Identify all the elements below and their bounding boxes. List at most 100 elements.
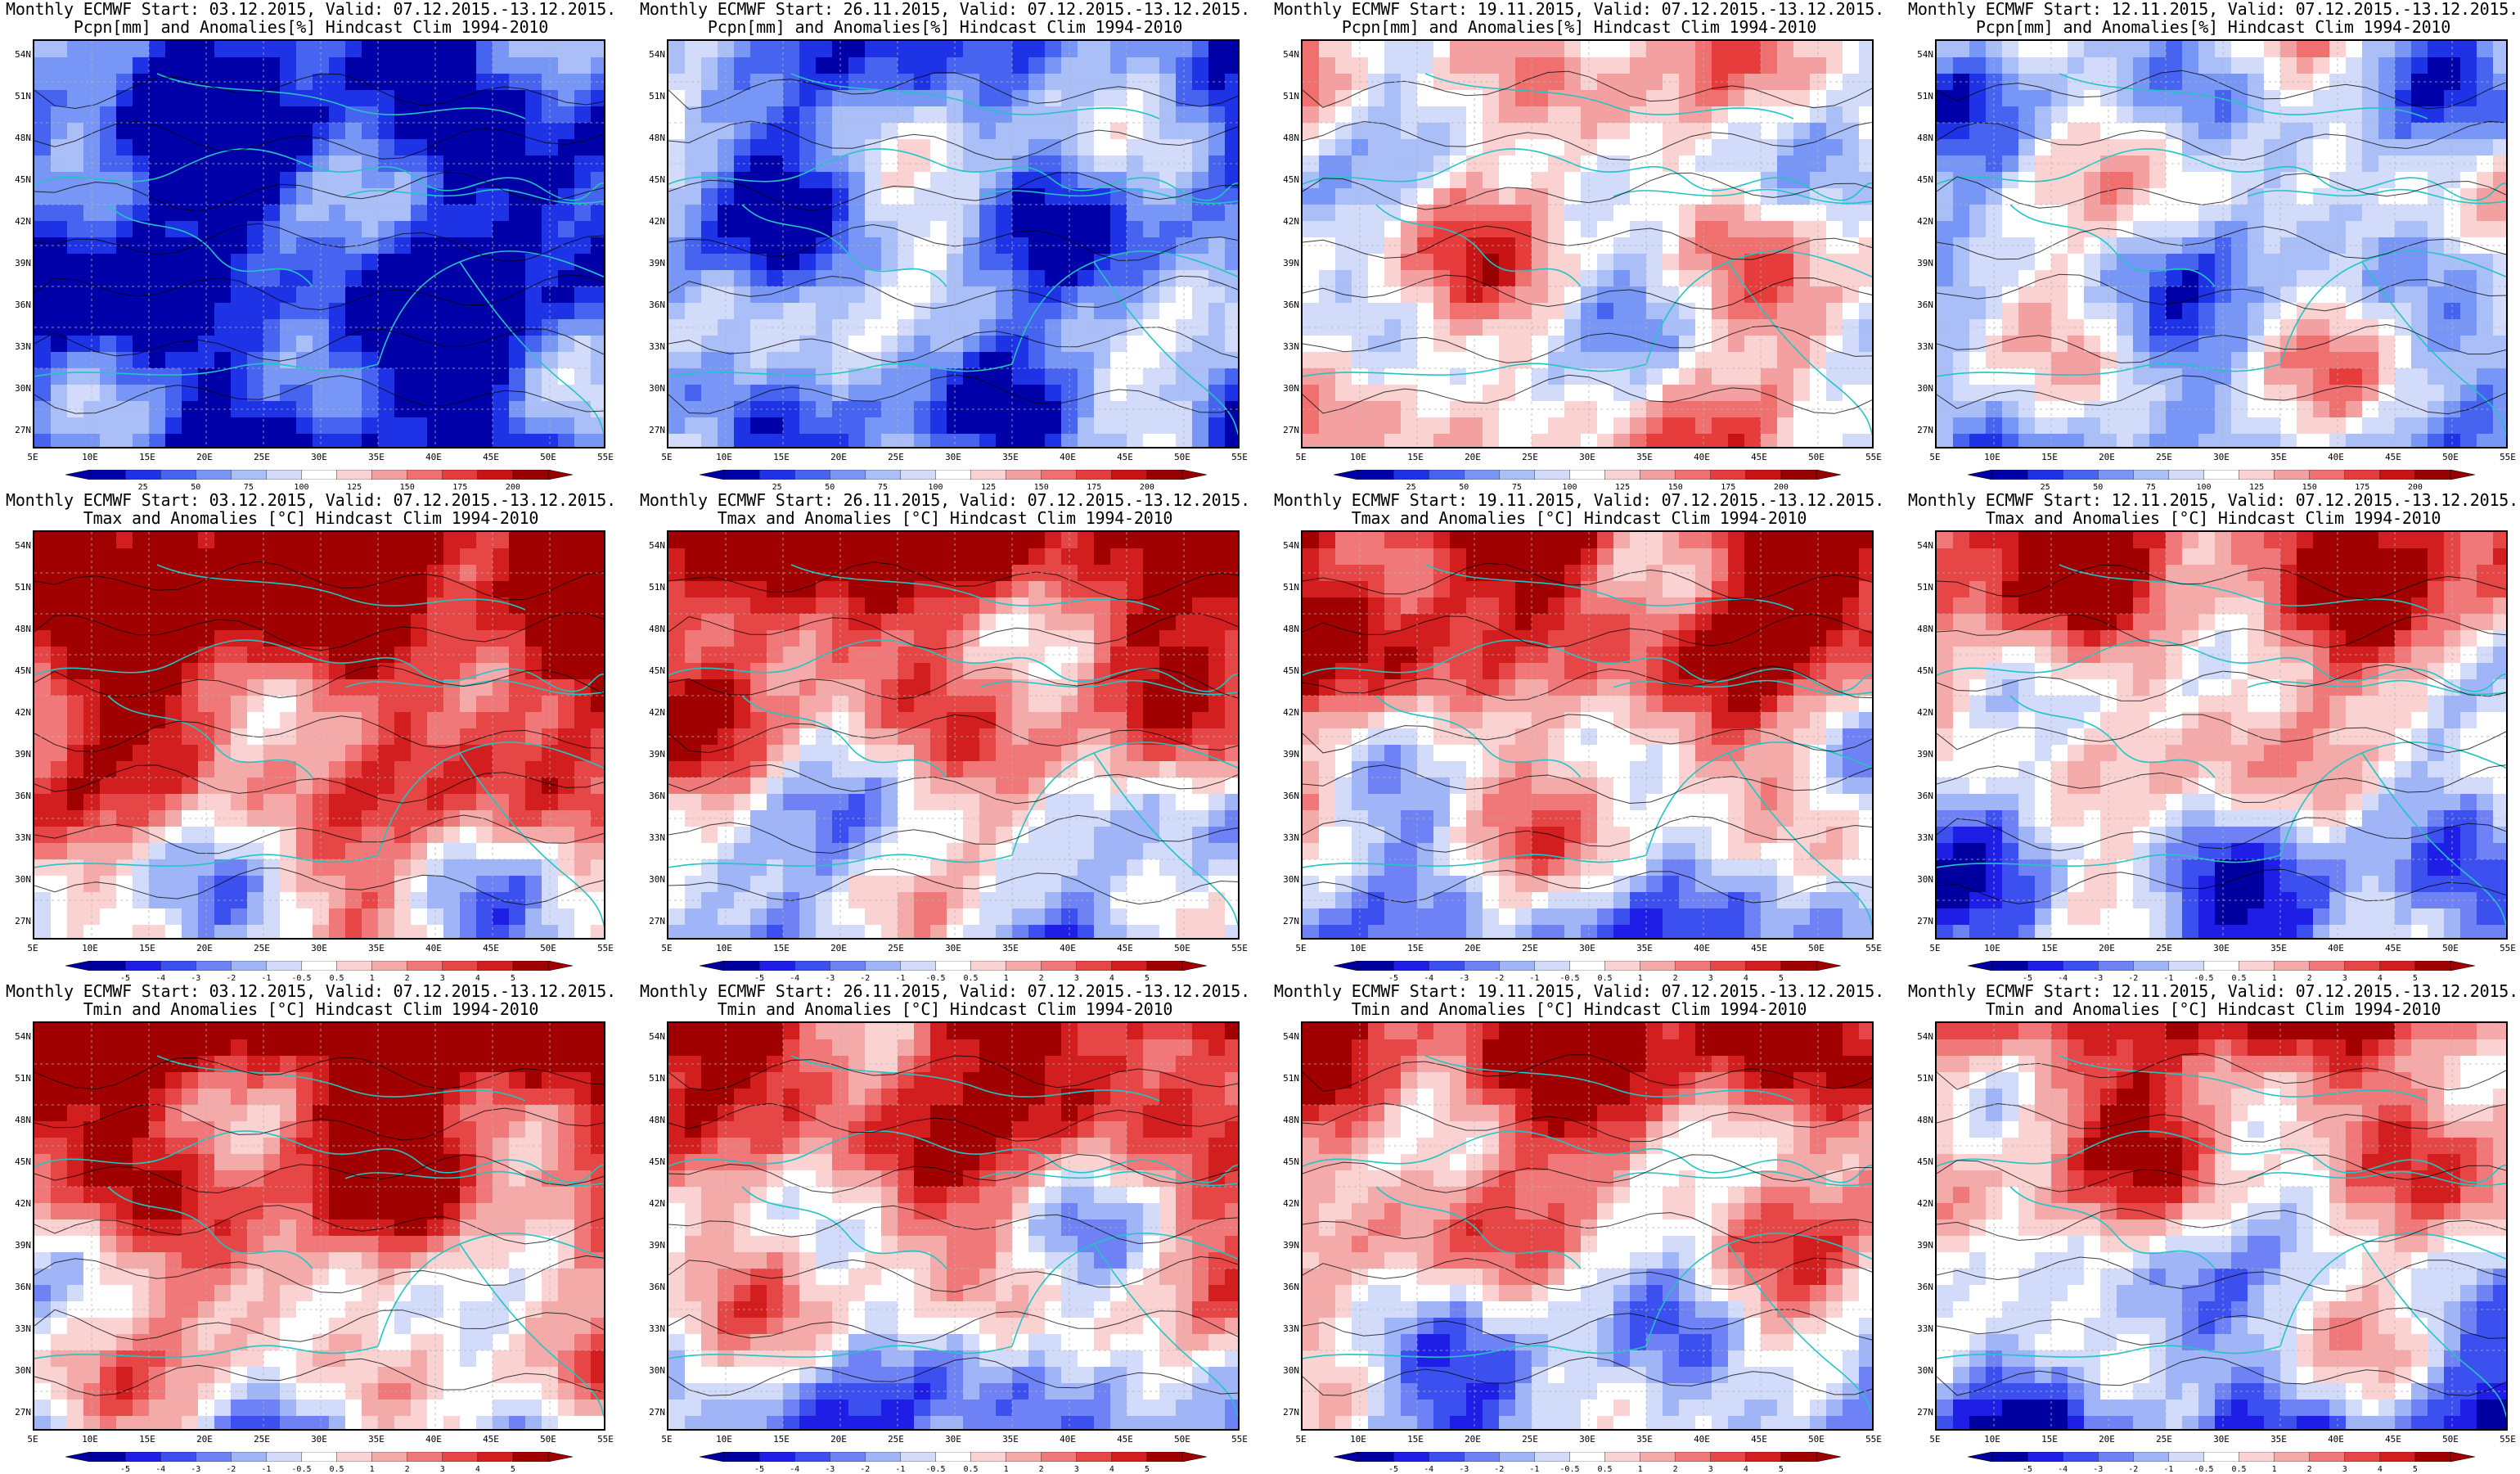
longitude-label: 20E <box>822 943 855 953</box>
latitude-label: 45N <box>637 665 665 676</box>
latitude-label: 36N <box>1271 1282 1299 1292</box>
longitude-label: 15E <box>765 452 798 462</box>
latitude-label: 36N <box>1271 300 1299 310</box>
colorbar <box>65 1452 573 1462</box>
longitude-label: 30E <box>303 1434 335 1445</box>
latitude-label: 51N <box>1906 1073 1933 1084</box>
latitude-label: 54N <box>637 540 665 551</box>
longitude-label: 45E <box>1743 1434 1775 1445</box>
longitude-label: 15E <box>1399 452 1432 462</box>
latitude-label: 45N <box>1906 1156 1933 1167</box>
colorbar-tick-label: -4 <box>1414 1465 1443 1474</box>
latitude-label: 45N <box>637 174 665 185</box>
longitude-label: 5E <box>1919 452 1951 462</box>
colorbar-tick-label: -1 <box>2153 1465 2183 1474</box>
longitude-label: 45E <box>2377 943 2410 953</box>
panel-title-line2: Pcpn[mm] and Anomalies[%] Hindcast Clim … <box>634 18 1256 36</box>
anomaly-map <box>1935 530 2508 940</box>
latitude-label: 48N <box>637 1115 665 1125</box>
longitude-label: 50E <box>1166 943 1199 953</box>
latitude-label: 48N <box>1906 133 1933 143</box>
colorbar-tick-label: 1 <box>992 1465 1021 1474</box>
latitude-label: 27N <box>3 1407 31 1418</box>
panel-title-line1: Monthly ECMWF Start: 12.11.2015, Valid: … <box>1902 491 2520 509</box>
longitude-label: 25E <box>1514 943 1546 953</box>
longitude-label: 40E <box>2320 943 2352 953</box>
latitude-label: 51N <box>1271 582 1299 593</box>
latitude-label: 27N <box>1271 425 1299 435</box>
latitude-label: 39N <box>1271 258 1299 268</box>
latitude-label: 33N <box>637 832 665 843</box>
longitude-label: 40E <box>1685 452 1718 462</box>
longitude-label: 30E <box>2205 452 2238 462</box>
longitude-label: 10E <box>74 1434 106 1445</box>
panel-title-line2: Pcpn[mm] and Anomalies[%] Hindcast Clim … <box>1268 18 1890 36</box>
latitude-label: 42N <box>637 1198 665 1209</box>
anomaly-map <box>33 39 605 449</box>
longitude-label: 35E <box>994 943 1027 953</box>
longitude-label: 25E <box>2148 943 2180 953</box>
colorbar <box>700 1452 1207 1462</box>
panel-title-line1: Monthly ECMWF Start: 03.12.2015, Valid: … <box>0 982 622 1000</box>
longitude-label: 50E <box>2434 1434 2467 1445</box>
longitude-label: 40E <box>2320 1434 2352 1445</box>
longitude-label: 55E <box>2491 452 2520 462</box>
latitude-label: 45N <box>1271 1156 1299 1167</box>
colorbar-tick-label: -4 <box>780 1465 809 1474</box>
longitude-label: 30E <box>1571 943 1604 953</box>
latitude-label: 33N <box>1271 341 1299 352</box>
forecast-panel: Monthly ECMWF Start: 19.11.2015, Valid: … <box>1268 982 1890 1473</box>
latitude-label: 27N <box>3 916 31 926</box>
colorbar-tick-label: 4 <box>463 1465 493 1474</box>
latitude-label: 54N <box>3 1031 31 1042</box>
latitude-label: 54N <box>1906 1031 1933 1042</box>
longitude-label: 55E <box>589 943 622 953</box>
panel-title-line2: Tmax and Anomalies [°C] Hindcast Clim 19… <box>1268 509 1890 527</box>
latitude-label: 39N <box>1271 1240 1299 1251</box>
latitude-label: 36N <box>3 1282 31 1292</box>
colorbar-tick-label: 5 <box>1766 1465 1796 1474</box>
colorbar-tick-label: -2 <box>216 1465 245 1474</box>
longitude-label: 50E <box>1800 1434 1833 1445</box>
latitude-label: 45N <box>1271 665 1299 676</box>
latitude-label: 30N <box>3 1365 31 1376</box>
latitude-label: 30N <box>1906 1365 1933 1376</box>
latitude-label: 48N <box>1271 1115 1299 1125</box>
longitude-label: 35E <box>2262 943 2295 953</box>
panel-title-line2: Pcpn[mm] and Anomalies[%] Hindcast Clim … <box>0 18 622 36</box>
longitude-label: 45E <box>1743 943 1775 953</box>
latitude-label: 36N <box>3 300 31 310</box>
colorbar-tick-label: -5 <box>1379 1465 1408 1474</box>
latitude-label: 36N <box>637 1282 665 1292</box>
colorbar-tick-label: -0.5 <box>1555 1465 1584 1474</box>
longitude-label: 35E <box>1628 1434 1661 1445</box>
longitude-label: 55E <box>1857 452 1890 462</box>
longitude-label: 45E <box>475 1434 507 1445</box>
longitude-label: 45E <box>475 943 507 953</box>
longitude-label: 35E <box>1628 943 1661 953</box>
panel-title-line1: Monthly ECMWF Start: 19.11.2015, Valid: … <box>1268 0 1890 18</box>
colorbar-tick-label: 4 <box>1731 1465 1761 1474</box>
longitude-label: 20E <box>2090 452 2123 462</box>
latitude-label: 54N <box>1271 49 1299 60</box>
latitude-label: 54N <box>3 49 31 60</box>
latitude-label: 51N <box>1906 91 1933 101</box>
latitude-label: 48N <box>1271 624 1299 634</box>
longitude-label: 25E <box>1514 452 1546 462</box>
panel-title-line2: Tmax and Anomalies [°C] Hindcast Clim 19… <box>0 509 622 527</box>
longitude-label: 10E <box>1342 452 1375 462</box>
latitude-label: 51N <box>3 582 31 593</box>
latitude-label: 27N <box>1906 916 1933 926</box>
colorbar-tick-label: -1 <box>251 1465 281 1474</box>
longitude-label: 15E <box>1399 943 1432 953</box>
latitude-label: 42N <box>1271 1198 1299 1209</box>
longitude-label: 5E <box>650 452 683 462</box>
latitude-label: 27N <box>1271 1407 1299 1418</box>
colorbar-tick-label: -0.5 <box>286 1465 316 1474</box>
longitude-label: 45E <box>1109 1434 1141 1445</box>
colorbar-tick-label: 0.5 <box>2225 1465 2254 1474</box>
colorbar-tick-label: 0.5 <box>956 1465 986 1474</box>
longitude-label: 50E <box>1166 452 1199 462</box>
latitude-label: 51N <box>1906 582 1933 593</box>
colorbar-tick-label: 2 <box>2295 1465 2324 1474</box>
